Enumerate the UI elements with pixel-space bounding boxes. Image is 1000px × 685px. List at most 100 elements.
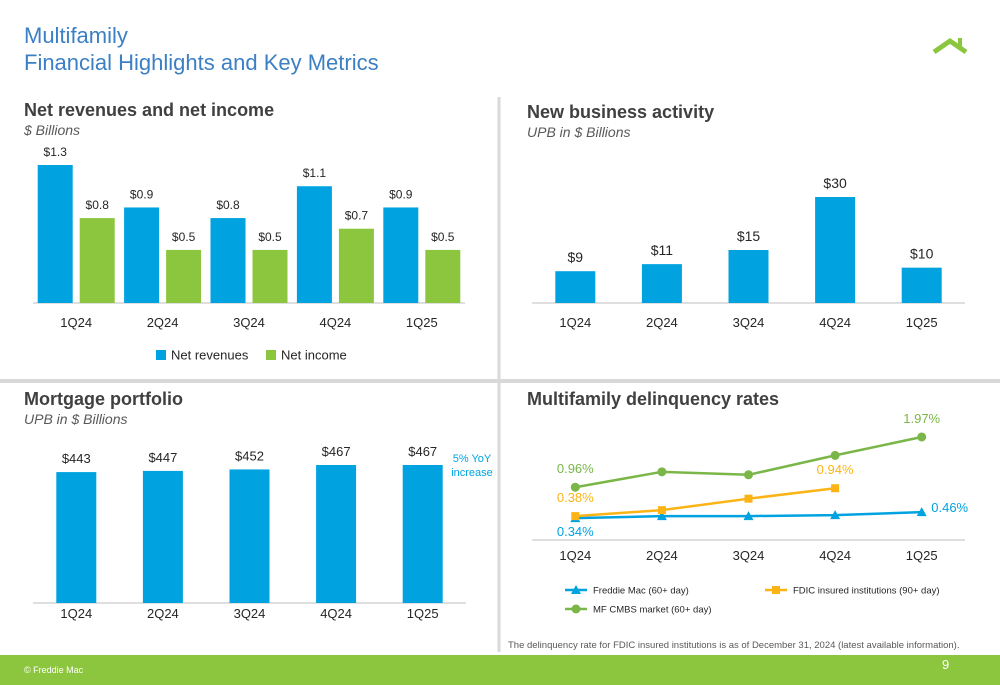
bar (166, 249, 202, 303)
legend-label: Net income (281, 348, 347, 363)
bar (124, 207, 160, 303)
x-tick-label: 3Q24 (234, 606, 266, 621)
bar (383, 207, 419, 303)
x-tick-label: 1Q24 (559, 548, 591, 563)
slide-title: Multifamily (24, 23, 128, 48)
bar (142, 470, 183, 603)
value-label: $10 (910, 246, 934, 262)
bar (338, 228, 374, 303)
bar (815, 197, 856, 303)
x-tick-label: 2Q24 (147, 315, 179, 330)
point (656, 511, 667, 521)
point (571, 512, 580, 521)
point (831, 484, 840, 493)
value-label: 0.34% (557, 524, 594, 539)
point (657, 467, 667, 477)
legend-swatch (156, 350, 166, 360)
legend-label: FDIC insured institutions (90+ day) (793, 586, 940, 597)
legend-marker (571, 585, 581, 594)
value-label: $1.1 (303, 166, 327, 180)
chart-subtitle: $ Billions (23, 122, 80, 138)
chart-title: Multifamily delinquency rates (527, 389, 779, 409)
legend-marker (772, 586, 780, 594)
point (570, 482, 580, 492)
x-tick-label: 2Q24 (646, 548, 678, 563)
x-tick-label: 4Q24 (320, 606, 352, 621)
footnote: The delinquency rate for FDIC insured in… (508, 640, 959, 651)
legend-swatch (266, 350, 276, 360)
value-label: $0.9 (130, 187, 154, 201)
value-label: $452 (235, 448, 264, 463)
bar (901, 267, 942, 303)
value-label: $467 (322, 444, 351, 459)
value-label: $30 (823, 175, 847, 191)
value-label: $0.5 (258, 230, 282, 244)
footer-bar (0, 655, 1000, 685)
x-tick-label: 2Q24 (646, 315, 678, 330)
bar (555, 271, 596, 303)
value-label: $0.5 (431, 230, 455, 244)
chart-title: Mortgage portfolio (24, 389, 183, 409)
x-tick-label: 1Q24 (559, 315, 591, 330)
value-label: $9 (568, 249, 584, 265)
value-label: 0.38% (557, 490, 594, 505)
bar (728, 250, 769, 303)
bar (402, 465, 443, 603)
bar (316, 465, 357, 603)
point (830, 510, 841, 520)
chart-subtitle: UPB in $ Billions (527, 124, 631, 140)
point (917, 432, 927, 442)
x-tick-label: 1Q24 (60, 315, 92, 330)
copyright: © Freddie Mac (24, 665, 84, 675)
bar (296, 186, 332, 303)
x-tick-label: 1Q25 (407, 606, 439, 621)
bar (641, 264, 682, 303)
legend-label: Freddie Mac (60+ day) (593, 586, 689, 597)
point (743, 511, 754, 521)
x-tick-label: 4Q24 (819, 548, 851, 563)
point (744, 494, 753, 503)
value-label: $0.5 (172, 230, 196, 244)
bar (252, 249, 288, 303)
x-tick-label: 4Q24 (319, 315, 351, 330)
value-label: $443 (62, 451, 91, 466)
value-label: $0.9 (389, 187, 413, 201)
x-tick-label: 3Q24 (233, 315, 265, 330)
legend-marker (571, 604, 581, 614)
point (830, 450, 840, 460)
value-label: $0.8 (86, 198, 110, 212)
value-label: $0.8 (216, 198, 240, 212)
point (744, 470, 753, 480)
value-label: $467 (408, 444, 437, 459)
logo (958, 38, 962, 46)
point (916, 507, 927, 517)
x-tick-label: 2Q24 (147, 606, 179, 621)
value-label: $1.3 (44, 145, 68, 159)
bar (229, 469, 270, 603)
bar (56, 472, 97, 603)
value-label: $0.7 (345, 209, 369, 223)
annotation: 5% YoY increase (451, 453, 493, 479)
line (575, 486, 836, 518)
annotation-box: 5% YoY increase (451, 453, 493, 479)
x-tick-label: 1Q24 (60, 606, 92, 621)
value-label: $447 (148, 450, 177, 465)
value-label: $11 (651, 242, 674, 258)
x-tick-label: 1Q25 (906, 548, 938, 563)
x-tick-label: 1Q25 (406, 315, 438, 330)
page-number: 9 (942, 657, 949, 672)
value-label: 0.94% (817, 462, 854, 477)
bar (37, 165, 73, 303)
point (657, 506, 666, 515)
legend-label: MF CMBS market (60+ day) (593, 605, 712, 616)
value-label: 0.96% (557, 461, 594, 476)
x-tick-label: 4Q24 (819, 315, 851, 330)
line (575, 435, 922, 489)
chart-title: New business activity (527, 102, 714, 122)
legend-label: Net revenues (171, 348, 249, 363)
bar (425, 249, 461, 303)
bar (79, 218, 115, 303)
chart-title: Net revenues and net income (24, 100, 274, 120)
chart-subtitle: UPB in $ Billions (24, 411, 128, 427)
